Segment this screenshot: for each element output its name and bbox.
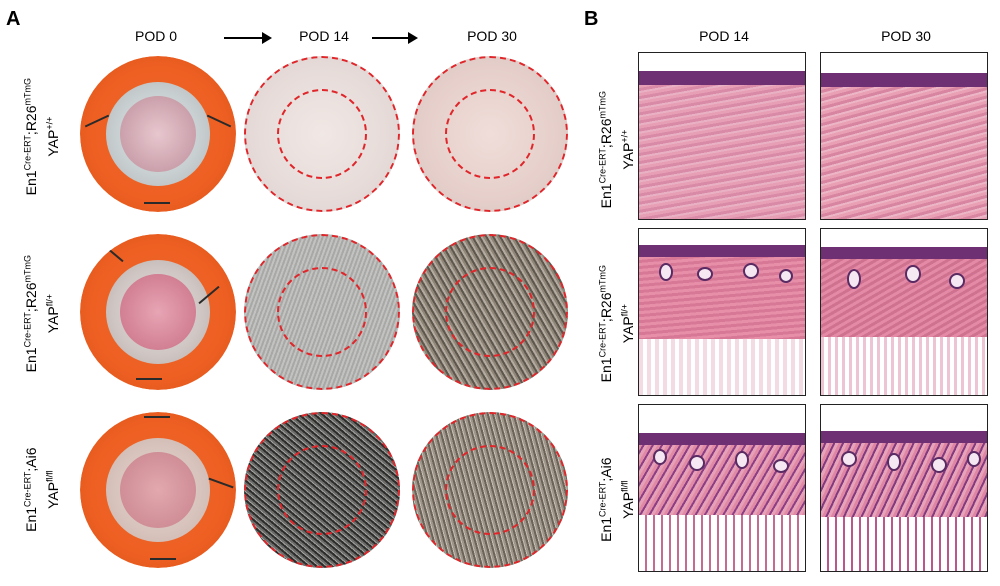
- wound-photo-pod0-row3: [80, 412, 236, 568]
- row-label-yap-wt: En1Cre-ERT;R26mTmG YAP+/+: [22, 77, 61, 196]
- col-head-b-pod14: POD 14: [699, 28, 749, 44]
- histology-pod14-row1: [638, 52, 806, 220]
- wound-photo-pod14-row1: [244, 56, 400, 212]
- histology-pod30-row2: [820, 228, 988, 396]
- panel-a-letter: A: [6, 8, 21, 30]
- panel-b-letter: B: [584, 8, 599, 30]
- wound-photo-pod30-row3: [412, 412, 568, 568]
- row-label-yap-het: En1Cre-ERT;R26mTmG YAPfl/+: [22, 254, 61, 373]
- col-head-b-pod30: POD 30: [881, 28, 931, 44]
- histology-pod14-row2: [638, 228, 806, 396]
- row-label-yap-ko: En1Cre-ERT;Ai6 YAPfl/fl: [22, 447, 61, 532]
- row-label-b-yap-het: En1Cre-ERT;R26mTmG YAPfl/+: [597, 264, 636, 383]
- col-head-pod0: POD 0: [134, 28, 177, 44]
- row-label-b-yap-wt: En1Cre-ERT;R26mTmG YAP+/+: [597, 90, 636, 209]
- wound-photo-pod14-row2: [244, 234, 400, 390]
- wound-photo-pod30-row2: [412, 234, 568, 390]
- wound-photo-pod0-row2: [80, 234, 236, 390]
- col-head-pod14: POD 14: [299, 28, 349, 44]
- wound-photo-pod0-row1: [80, 56, 236, 212]
- arrow-right-icon: [372, 32, 418, 44]
- arrow-right-icon: [224, 32, 272, 44]
- wound-photo-pod14-row3: [244, 412, 400, 568]
- histology-pod30-row3: [820, 404, 988, 572]
- row-label-b-yap-ko: En1Cre-ERT;Ai6 YAPfl/fl: [597, 457, 636, 542]
- histology-pod30-row1: [820, 52, 988, 220]
- col-head-pod30: POD 30: [467, 28, 517, 44]
- wound-photo-pod30-row1: [412, 56, 568, 212]
- histology-pod14-row3: [638, 404, 806, 572]
